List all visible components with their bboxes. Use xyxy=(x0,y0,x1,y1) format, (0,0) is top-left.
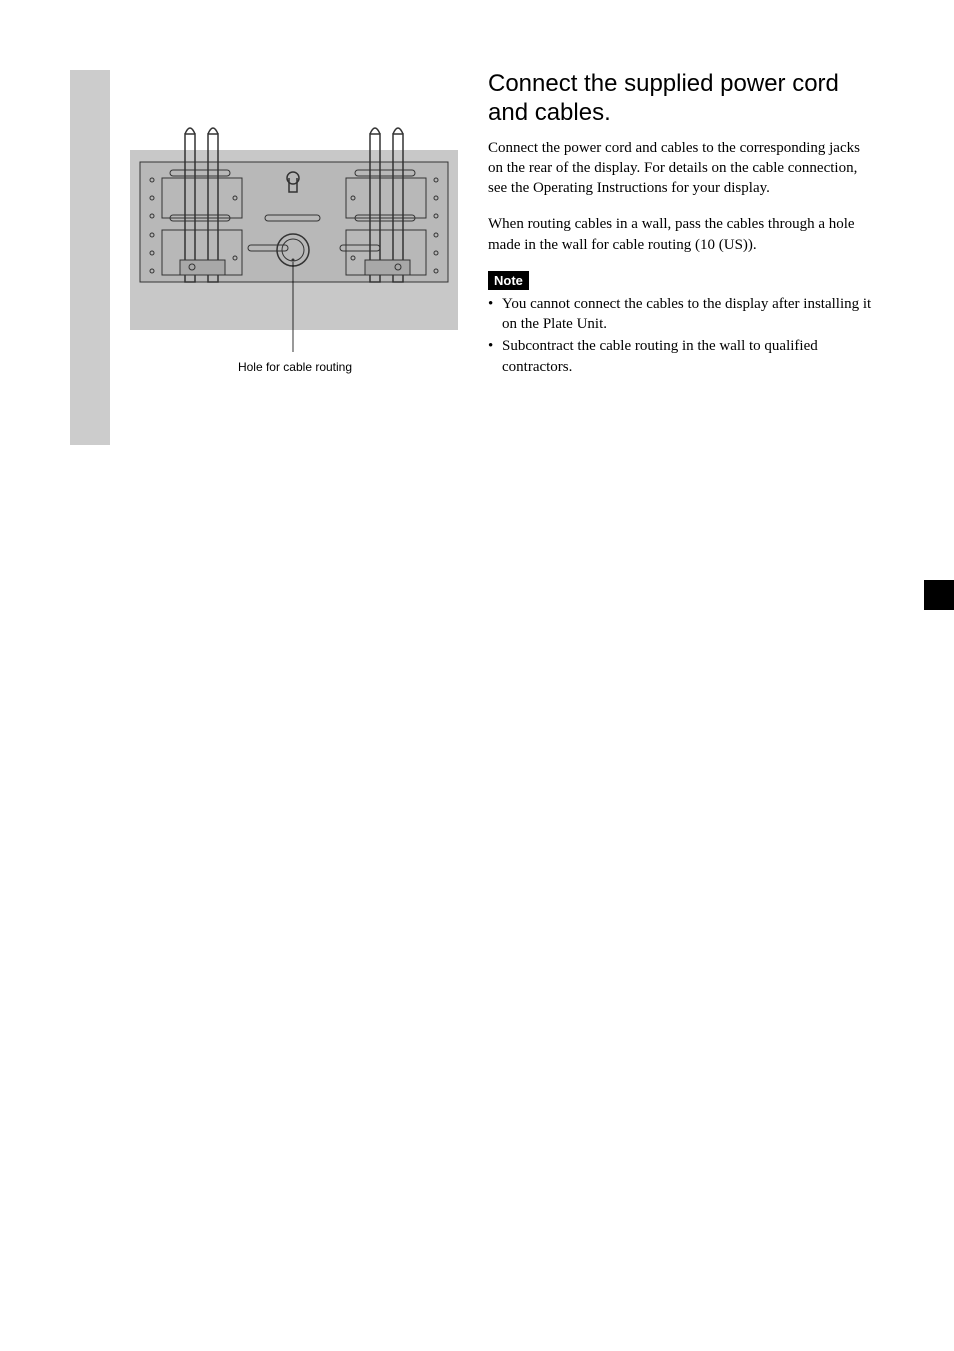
paragraph-1: Connect the power cord and cables to the… xyxy=(488,138,878,199)
note-item: Subcontract the cable routing in the wal… xyxy=(488,336,878,377)
wall-mount-diagram xyxy=(130,120,460,360)
page: Hole for cable routing Connect the suppl… xyxy=(0,0,954,1351)
paragraph-2: When routing cables in a wall, pass the … xyxy=(488,214,878,255)
figure-caption: Hole for cable routing xyxy=(130,360,460,374)
note-item: You cannot connect the cables to the dis… xyxy=(488,294,878,335)
note-label: Note xyxy=(488,271,529,290)
note-block: Note You cannot connect the cables to th… xyxy=(488,271,878,377)
left-gray-sidebar xyxy=(70,70,110,445)
edge-black-tab xyxy=(924,580,954,610)
content-column: Connect the supplied power cord and cabl… xyxy=(488,70,878,379)
figure-area: Hole for cable routing xyxy=(130,120,460,374)
section-title: Connect the supplied power cord and cabl… xyxy=(488,70,878,128)
note-list: You cannot connect the cables to the dis… xyxy=(488,294,878,377)
